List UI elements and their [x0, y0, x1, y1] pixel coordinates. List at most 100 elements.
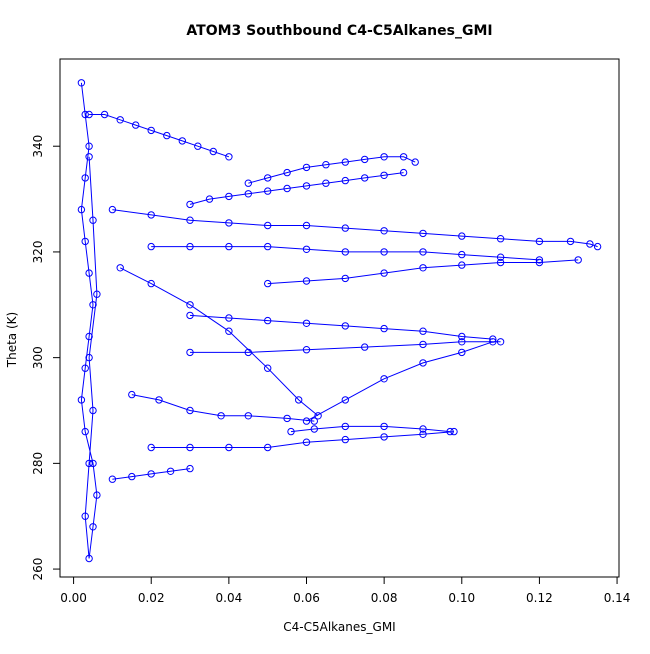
data-point: [361, 155, 369, 164]
data-point: [341, 248, 349, 256]
data-point: [496, 253, 505, 261]
series-line: [290, 425, 451, 433]
data-point: [264, 221, 272, 230]
data-point: [264, 316, 272, 325]
data-point: [399, 168, 408, 177]
data-point: [341, 224, 349, 232]
data-point: [302, 163, 311, 172]
data-point: [283, 414, 291, 423]
data-point: [310, 417, 318, 425]
data-point: [128, 472, 136, 481]
data-point: [85, 110, 93, 119]
data-point: [81, 237, 89, 246]
data-point: [380, 324, 388, 333]
data-point: [302, 346, 311, 354]
y-tick-label: 340: [31, 135, 45, 158]
data-point: [194, 142, 202, 150]
x-axis-label: C4-C5Alkanes_GMI: [283, 620, 395, 634]
data-point: [419, 327, 427, 335]
data-point: [166, 467, 175, 475]
x-tick-label: 0.12: [526, 591, 553, 605]
data-point: [225, 242, 233, 251]
data-point: [295, 396, 303, 404]
data-point: [341, 176, 349, 185]
data-point: [458, 332, 466, 341]
series-line: [80, 82, 98, 559]
data-point: [419, 248, 427, 256]
data-point: [89, 523, 97, 531]
data-point: [496, 338, 505, 346]
data-point: [380, 422, 388, 431]
data-point: [225, 327, 233, 335]
data-marks: [77, 79, 602, 563]
series-line: [112, 468, 191, 480]
data-point: [380, 227, 388, 235]
data-point: [132, 121, 140, 129]
data-point: [85, 142, 93, 150]
data-point: [380, 171, 388, 180]
data-point: [186, 200, 194, 209]
data-point: [155, 396, 163, 404]
y-axis-label: Theta (K): [5, 312, 19, 368]
data-point: [489, 338, 497, 346]
data-point: [147, 279, 155, 288]
data-point: [458, 338, 466, 346]
data-point: [264, 187, 272, 195]
series-line: [151, 246, 540, 261]
data-point: [147, 470, 155, 478]
data-point: [593, 242, 602, 251]
data-point: [566, 237, 575, 246]
data-point: [458, 250, 466, 259]
x-tick-label: 0.08: [371, 591, 398, 605]
x-tick-label: 0.06: [293, 591, 320, 605]
data-point: [147, 211, 155, 219]
data-point: [341, 158, 349, 166]
data-point: [458, 232, 466, 240]
data-point: [380, 269, 388, 277]
data-point: [186, 443, 194, 452]
data-point: [283, 168, 291, 177]
data-point: [85, 459, 93, 468]
series-line: [189, 314, 493, 340]
data-point: [302, 319, 311, 327]
data-point: [209, 147, 218, 156]
data-point: [186, 216, 194, 224]
data-point: [419, 264, 427, 272]
data-point: [116, 264, 124, 272]
data-point: [411, 158, 419, 166]
data-point: [341, 422, 349, 431]
data-point: [380, 153, 388, 161]
y-tick-label: 280: [31, 452, 45, 475]
data-point: [225, 314, 233, 322]
data-point: [361, 343, 369, 351]
x-axis: 0.00 0.02 0.04 0.06 0.08 0.10 0.12 0.14: [60, 576, 630, 605]
series-line: [248, 156, 416, 184]
data-point: [496, 235, 505, 243]
data-point: [496, 258, 505, 267]
data-point: [178, 137, 187, 145]
data-point: [89, 301, 97, 309]
data-point: [225, 153, 233, 161]
data-point: [419, 359, 427, 367]
data-point: [458, 348, 466, 357]
data-point: [419, 229, 427, 238]
data-point: [100, 110, 109, 119]
x-tick-label: 0.02: [138, 591, 165, 605]
data-point: [302, 277, 311, 285]
data-point: [186, 406, 194, 415]
x-tick-label: 0.10: [448, 591, 475, 605]
data-point: [108, 475, 117, 483]
data-point: [77, 205, 86, 214]
data-point: [535, 237, 544, 246]
data-point: [419, 430, 427, 438]
data-point: [244, 412, 253, 420]
data-point: [450, 427, 458, 436]
data-point: [322, 179, 330, 187]
data-point: [264, 364, 272, 372]
data-point: [77, 79, 86, 87]
data-point: [186, 464, 194, 473]
data-point: [225, 219, 233, 227]
data-point: [81, 174, 89, 182]
data-point: [89, 216, 97, 224]
